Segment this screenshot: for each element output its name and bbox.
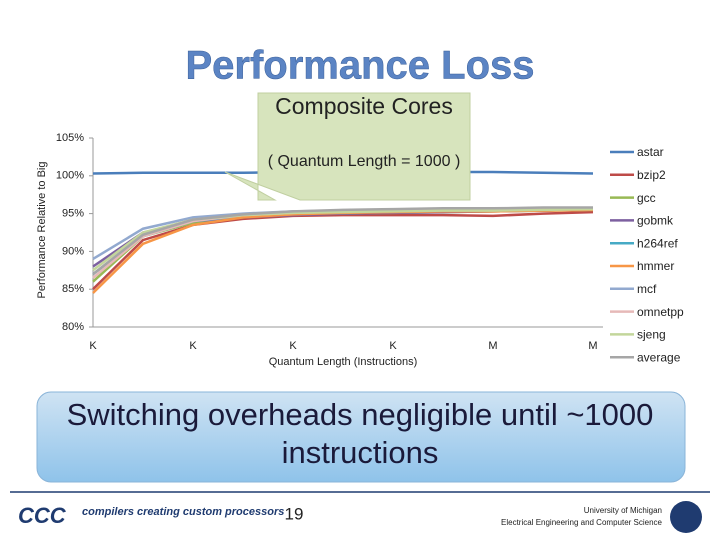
series-line <box>92 207 594 276</box>
conclusion-box <box>36 391 686 483</box>
footer-department: Electrical Engineering and Computer Scie… <box>501 518 663 527</box>
footer-tagline: compilers creating custom processors <box>82 506 284 518</box>
y-tick-label: 90% <box>62 245 84 257</box>
callout-title: Composite Cores <box>275 93 453 119</box>
legend-label: bzip2 <box>637 168 666 182</box>
y-tick-label: 100% <box>56 170 84 182</box>
legend-label: omnetpp <box>637 305 684 319</box>
legend-label: gcc <box>637 191 656 205</box>
legend-label: astar <box>637 145 664 159</box>
x-tick-label: M <box>588 340 597 352</box>
legend-label: gobmk <box>637 214 674 228</box>
y-tick-label: 80% <box>62 321 84 333</box>
y-tick-label: 95% <box>62 208 84 220</box>
x-axis-label: Quantum Length (Instructions) <box>269 356 418 368</box>
slide-title: Performance Loss <box>185 44 534 88</box>
callout: Composite Cores ( Quantum Length = 1000 … <box>224 92 471 201</box>
conclusion: Switching overheads negligible until ~10… <box>66 397 654 470</box>
x-tick-label: K <box>189 340 197 352</box>
y-axis-label: Performance Relative to Big <box>36 162 48 299</box>
callout-text: ( Quantum Length = 1000 ) <box>267 153 461 170</box>
series-line <box>92 207 594 272</box>
x-tick-label: K <box>389 340 397 352</box>
footer-seal <box>670 501 702 533</box>
footer-logo: CCC <box>18 503 67 528</box>
x-tick-label: K <box>89 340 97 352</box>
legend-label: hmmer <box>637 259 674 273</box>
legend-label: average <box>637 350 681 364</box>
series-line <box>92 207 593 279</box>
y-tick-label: 85% <box>62 283 84 295</box>
legend-label: h264ref <box>637 236 678 250</box>
series-line <box>92 208 594 283</box>
series-line <box>92 206 593 276</box>
x-tick-label: M <box>488 340 497 352</box>
page-number: 19 <box>285 504 304 523</box>
legend-label: mcf <box>637 282 657 296</box>
footer-university: University of Michigan <box>584 506 662 515</box>
legend-label: sjeng <box>637 328 666 342</box>
y-tick-label: 105% <box>56 132 84 144</box>
series-line <box>92 207 594 268</box>
x-tick-label: K <box>289 340 297 352</box>
callout-box <box>224 92 471 201</box>
